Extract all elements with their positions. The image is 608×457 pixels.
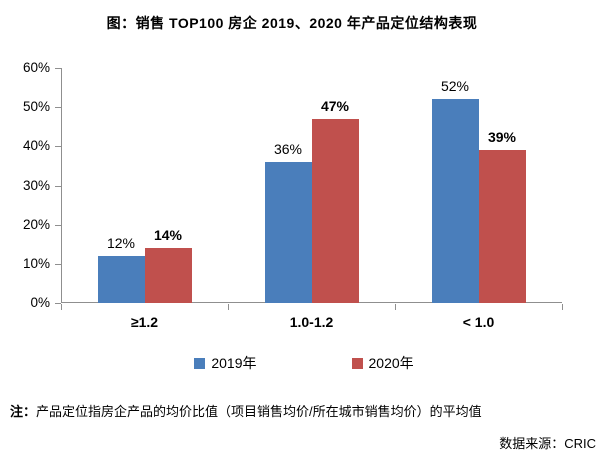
legend: 2019年 2020年 [0, 353, 608, 373]
y-axis-label: 40% [22, 138, 50, 154]
bar-2020年-≥1.2 [144, 248, 192, 303]
legend-item-2020年: 2020年 [351, 353, 414, 373]
bar-value-label: 12% [106, 235, 136, 251]
x-axis-category-label: ≥1.2 [130, 314, 159, 330]
chart-title: 图：销售 TOP100 房企 2019、2020 年产品定位结构表现 [106, 15, 478, 31]
y-axis-label: 60% [22, 60, 50, 75]
y-axis-tick [55, 185, 61, 187]
bar-2019年-< 1.0 [431, 99, 479, 303]
y-axis-tick [55, 107, 61, 109]
bar-value-label: 47% [320, 98, 350, 114]
footnote-text: 产品定位指房企产品的均价比值（项目销售均价/所在城市销售均价）的平均值 [36, 404, 482, 419]
bar-2019年-1.0-1.2 [264, 162, 312, 303]
footnote-prefix: 注： [10, 404, 37, 419]
legend-label: 2020年 [368, 355, 414, 371]
y-axis-label: 10% [22, 255, 50, 271]
bar-2020年-< 1.0 [478, 150, 526, 303]
footnote: 注：产品定位指房企产品的均价比值（项目销售均价/所在城市销售均价）的平均值 [10, 401, 482, 420]
y-axis-tick [55, 224, 61, 226]
legend-label: 2019年 [211, 355, 257, 371]
y-axis-label: 50% [22, 99, 50, 115]
data-source: 数据来源：CRIC [499, 436, 596, 451]
y-axis-tick [55, 146, 61, 148]
y-axis-tick [55, 303, 61, 304]
bar-value-label: 36% [273, 141, 303, 157]
x-axis-tick [228, 304, 229, 310]
x-axis-tick [562, 304, 563, 310]
bar-2019年-≥1.2 [97, 256, 145, 303]
y-axis-label: 0% [30, 295, 50, 310]
bar-2020年-1.0-1.2 [311, 119, 359, 303]
legend-swatch [351, 357, 363, 369]
y-axis-label: 30% [22, 177, 50, 193]
y-axis-label: 20% [22, 216, 50, 232]
legend-swatch [194, 357, 206, 369]
y-axis-tick [55, 68, 61, 69]
x-axis-category-label: < 1.0 [462, 314, 495, 330]
bar-value-label: 14% [153, 227, 183, 243]
x-axis-category-label: 1.0-1.2 [289, 314, 334, 330]
y-axis-tick [55, 263, 61, 265]
bar-value-label: 39% [487, 129, 517, 145]
x-axis-tick [61, 304, 62, 310]
bar-value-label: 52% [440, 78, 470, 94]
x-axis-tick [395, 304, 396, 310]
legend-item-2019年: 2019年 [194, 353, 257, 373]
